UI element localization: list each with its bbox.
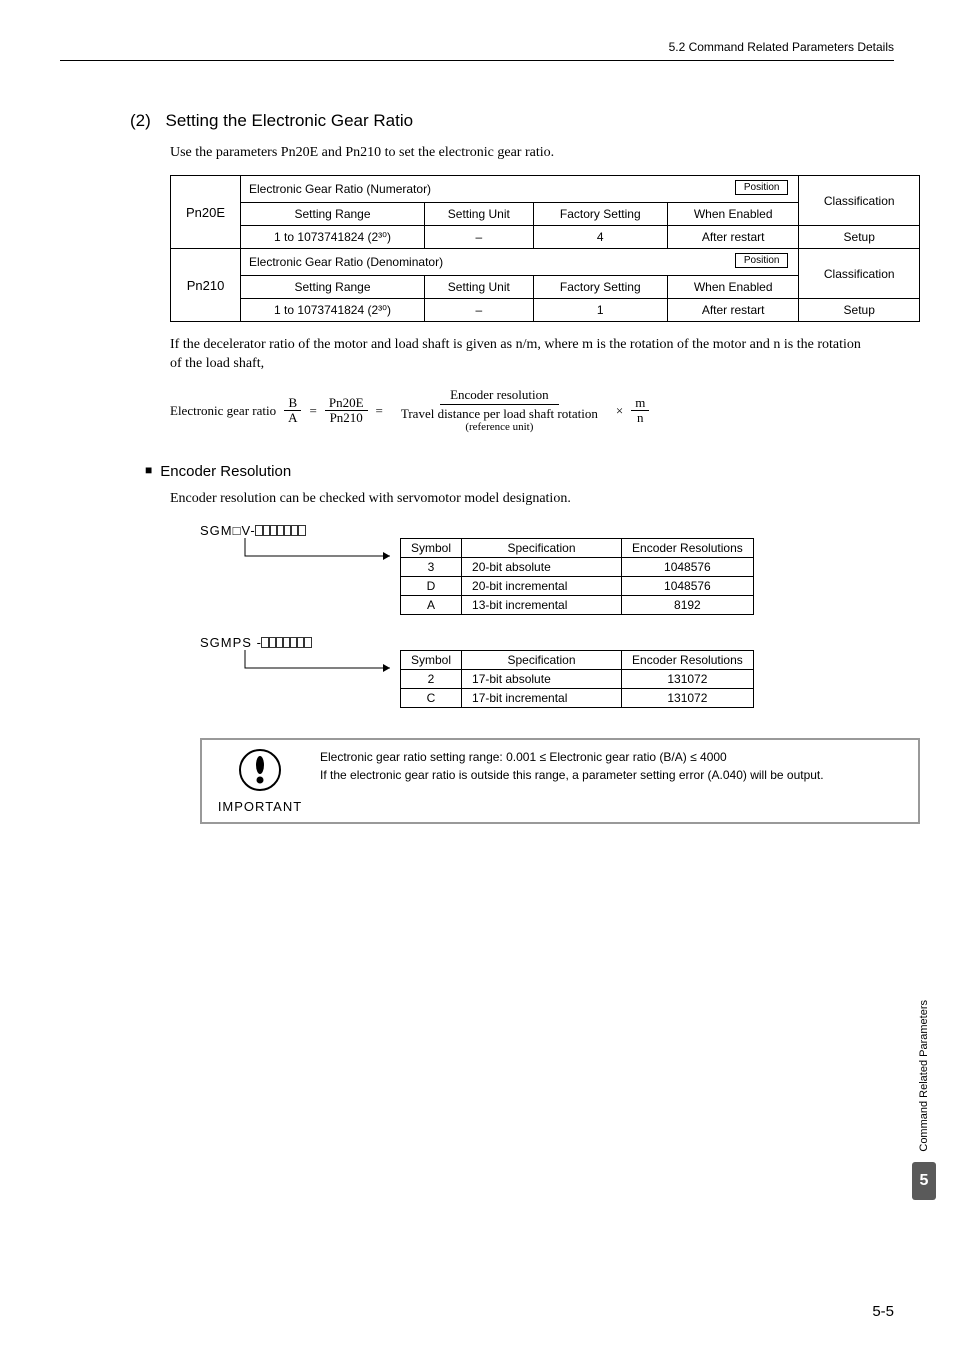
v-range: 1 to 1073741824 (2³⁰) bbox=[241, 226, 425, 249]
model-prefix: SGMPS - bbox=[200, 635, 262, 650]
table-cell: 20-bit incremental bbox=[462, 577, 622, 596]
encoder-block-1: Symbol Specification Encoder Resolutions… bbox=[200, 538, 894, 615]
v-factory: 4 bbox=[533, 226, 667, 249]
important-text: Electronic gear ratio setting range: 0.0… bbox=[310, 748, 910, 814]
formula-label: Electronic gear ratio bbox=[170, 403, 276, 419]
side-tab: Command Related Parameters 5 bbox=[912, 1000, 936, 1200]
encoder-block-2: Symbol Specification Encoder Resolutions… bbox=[200, 650, 894, 708]
v-factory: 1 bbox=[533, 299, 667, 322]
param-title-text: Electronic Gear Ratio (Numerator) bbox=[249, 182, 431, 196]
important-icon-block: IMPORTANT bbox=[210, 748, 310, 814]
section-text: Setting the Electronic Gear Ratio bbox=[166, 111, 414, 130]
frac-den: n bbox=[633, 411, 648, 425]
frac-den-line1: Travel distance per load shaft rotation bbox=[401, 406, 598, 421]
important-box: IMPORTANT Electronic gear ratio setting … bbox=[200, 738, 920, 824]
v-unit: – bbox=[425, 226, 534, 249]
important-line1: Electronic gear ratio setting range: 0.0… bbox=[320, 748, 910, 766]
exclamation-icon bbox=[238, 748, 282, 792]
connector-arrow bbox=[200, 650, 400, 680]
table-cell: 1048576 bbox=[622, 577, 754, 596]
h-enabled: When Enabled bbox=[667, 203, 799, 226]
v-range: 1 to 1073741824 (2³⁰) bbox=[241, 299, 425, 322]
v-class: Setup bbox=[799, 226, 920, 249]
th-spec: Specification bbox=[462, 651, 622, 670]
model-sgmps: SGMPS - bbox=[200, 635, 894, 650]
side-chapter-num: 5 bbox=[912, 1162, 936, 1200]
table-cell: 131072 bbox=[622, 689, 754, 708]
table-cell: 8192 bbox=[622, 596, 754, 615]
frac-num: m bbox=[631, 396, 649, 411]
model-sgmv: SGM□V- bbox=[200, 523, 894, 538]
v-enabled: After restart bbox=[667, 299, 799, 322]
important-label: IMPORTANT bbox=[210, 799, 310, 814]
table-cell: D bbox=[401, 577, 462, 596]
h-factory: Factory Setting bbox=[533, 276, 667, 299]
param-title: Electronic Gear Ratio (Denominator) Posi… bbox=[241, 249, 799, 276]
encoder-resolution-title: Encoder Resolution bbox=[145, 463, 894, 480]
h-range: Setting Range bbox=[241, 203, 425, 226]
table-cell: 131072 bbox=[622, 670, 754, 689]
v-unit: – bbox=[425, 299, 534, 322]
frac-encoder: Encoder resolution Travel distance per l… bbox=[391, 388, 608, 434]
table-cell: A bbox=[401, 596, 462, 615]
gear-ratio-formula: Electronic gear ratio B A = Pn20E Pn210 … bbox=[170, 388, 894, 434]
v-enabled: After restart bbox=[667, 226, 799, 249]
param-id: Pn20E bbox=[171, 176, 241, 249]
equals: = bbox=[310, 403, 317, 419]
frac-den-line2: (reference unit) bbox=[401, 421, 598, 433]
section-title: (2) Setting the Electronic Gear Ratio bbox=[130, 111, 894, 131]
th-res: Encoder Resolutions bbox=[622, 651, 754, 670]
important-line2: If the electronic gear ratio is outside … bbox=[320, 766, 910, 784]
table-cell: C bbox=[401, 689, 462, 708]
frac-den: Travel distance per load shaft rotation … bbox=[391, 405, 608, 433]
page-number: 5-5 bbox=[872, 1303, 894, 1320]
encoder-table-2: Symbol Specification Encoder Resolutions… bbox=[400, 650, 754, 708]
h-enabled: When Enabled bbox=[667, 276, 799, 299]
h-factory: Factory Setting bbox=[533, 203, 667, 226]
frac-pn: Pn20E Pn210 bbox=[325, 396, 368, 426]
times: × bbox=[616, 403, 623, 419]
table-cell: 1048576 bbox=[622, 558, 754, 577]
table-cell: 20-bit absolute bbox=[462, 558, 622, 577]
side-label: Command Related Parameters bbox=[918, 1000, 930, 1152]
table-cell: 2 bbox=[401, 670, 462, 689]
classification-label: Classification bbox=[799, 249, 920, 299]
param-title: Electronic Gear Ratio (Numerator) Positi… bbox=[241, 176, 799, 203]
th-symbol: Symbol bbox=[401, 539, 462, 558]
frac-num: Pn20E bbox=[325, 396, 368, 411]
table-cell: 17-bit incremental bbox=[462, 689, 622, 708]
encoder-text: Encoder resolution can be checked with s… bbox=[170, 490, 864, 509]
param-table-pn20e: Pn20E Electronic Gear Ratio (Numerator) … bbox=[170, 175, 920, 322]
th-spec: Specification bbox=[462, 539, 622, 558]
position-badge: Position bbox=[735, 253, 789, 268]
equals: = bbox=[376, 403, 383, 419]
position-badge: Position bbox=[735, 180, 789, 195]
page-header: 5.2 Command Related Parameters Details bbox=[60, 40, 894, 61]
frac-num: B bbox=[284, 396, 301, 411]
h-unit: Setting Unit bbox=[425, 203, 534, 226]
frac-num: Encoder resolution bbox=[440, 388, 559, 405]
model-prefix: SGM□V- bbox=[200, 523, 256, 538]
frac-ba: B A bbox=[284, 396, 301, 426]
table-cell: 13-bit incremental bbox=[462, 596, 622, 615]
param-id: Pn210 bbox=[171, 249, 241, 322]
h-range: Setting Range bbox=[241, 276, 425, 299]
connector-arrow bbox=[200, 538, 400, 568]
explain-text: If the decelerator ratio of the motor an… bbox=[170, 336, 864, 374]
param-title-text: Electronic Gear Ratio (Denominator) bbox=[249, 255, 443, 269]
table-cell: 3 bbox=[401, 558, 462, 577]
table-cell: 17-bit absolute bbox=[462, 670, 622, 689]
classification-label: Classification bbox=[799, 176, 920, 226]
th-res: Encoder Resolutions bbox=[622, 539, 754, 558]
h-unit: Setting Unit bbox=[425, 276, 534, 299]
frac-mn: m n bbox=[631, 396, 649, 426]
encoder-table-1: Symbol Specification Encoder Resolutions… bbox=[400, 538, 754, 615]
section-num: (2) bbox=[130, 111, 151, 130]
v-class: Setup bbox=[799, 299, 920, 322]
th-symbol: Symbol bbox=[401, 651, 462, 670]
frac-den: A bbox=[284, 411, 301, 425]
intro-text: Use the parameters Pn20E and Pn210 to se… bbox=[170, 145, 894, 161]
frac-den: Pn210 bbox=[326, 411, 367, 425]
